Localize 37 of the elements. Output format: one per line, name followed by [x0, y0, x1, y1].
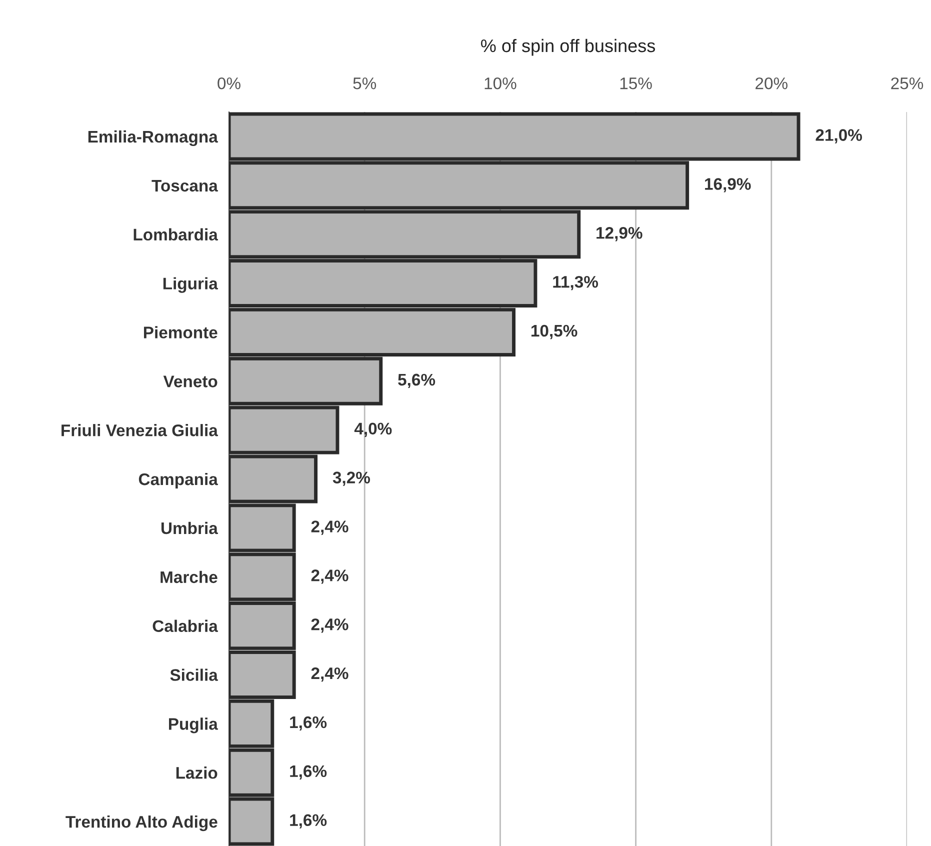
y-tick-label: Campania [138, 472, 218, 488]
y-tick-label: Lombardia [134, 228, 218, 241]
data-label: 2,4% [311, 667, 348, 682]
y-tick-label: Calabria [152, 620, 218, 632]
y-tick-label: Umbria [161, 522, 218, 534]
data-label: 1,6% [290, 765, 327, 780]
data-label: 5,6% [398, 374, 436, 388]
y-tick-label: Friuli Venezia Giulia [62, 424, 218, 436]
y-tick-label: Sicilia [170, 668, 218, 681]
data-label: 3,2% [332, 472, 370, 486]
data-label: 16,9% [705, 178, 751, 192]
data-label: 2,4% [311, 570, 348, 584]
x-axis-title: % of spin off business [480, 38, 656, 56]
data-label: 12,9% [596, 227, 642, 242]
y-tick-label: Marche [160, 570, 218, 584]
data-label: 1,6% [290, 716, 327, 731]
data-label: 1,6% [290, 814, 327, 828]
data-label: 10,5% [531, 324, 578, 340]
x-tick-label: 25% [891, 77, 924, 90]
y-tick-label: Puglia [169, 718, 218, 734]
data-label: 2,4% [311, 618, 348, 633]
x-tick-label: 10% [484, 77, 516, 90]
y-tick-label: Veneto [163, 376, 218, 388]
data-label: 2,4% [311, 520, 348, 535]
y-tick-label: Emilia-Romagna [88, 130, 218, 146]
y-tick-label: Piemonte [144, 326, 218, 338]
x-tick-label: 0% [218, 77, 240, 90]
data-label: 11,3% [553, 276, 598, 290]
y-tick-label: Liguria [163, 277, 218, 293]
y-tick-label: Toscana [152, 180, 218, 192]
y-tick-label: Lazio [176, 766, 218, 779]
x-tick-label: 20% [756, 77, 788, 90]
x-tick-label: 5% [353, 78, 376, 90]
y-tick-label: Trentino Alto Adige [66, 815, 218, 832]
x-tick-label: 15% [620, 78, 652, 90]
data-label: 4,0% [354, 422, 392, 437]
data-label: 21,0% [816, 129, 862, 144]
